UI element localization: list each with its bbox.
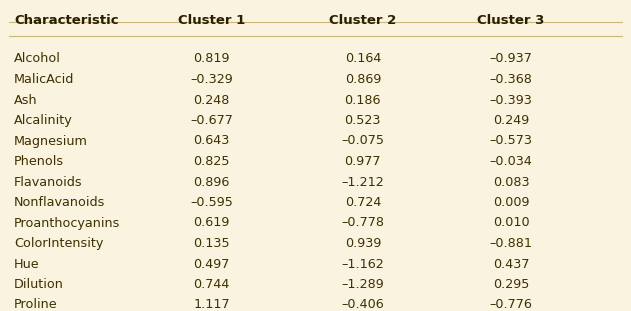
Text: –0.776: –0.776: [490, 299, 533, 311]
Text: 0.009: 0.009: [493, 196, 529, 209]
Text: Dilution: Dilution: [14, 278, 64, 291]
Text: –1.289: –1.289: [341, 278, 384, 291]
Text: 0.135: 0.135: [193, 237, 230, 250]
Text: 0.248: 0.248: [193, 94, 230, 106]
Text: 0.939: 0.939: [345, 237, 381, 250]
Text: Alcalinity: Alcalinity: [14, 114, 73, 127]
Text: 0.295: 0.295: [493, 278, 529, 291]
Text: Magnesium: Magnesium: [14, 134, 88, 147]
Text: –0.573: –0.573: [490, 134, 533, 147]
Text: Alcohol: Alcohol: [14, 53, 61, 66]
Text: –0.406: –0.406: [341, 299, 384, 311]
Text: MalicAcid: MalicAcid: [14, 73, 74, 86]
Text: 1.117: 1.117: [193, 299, 230, 311]
Text: Hue: Hue: [14, 258, 40, 271]
Text: 0.896: 0.896: [193, 175, 230, 188]
Text: –0.368: –0.368: [490, 73, 533, 86]
Text: 0.010: 0.010: [493, 216, 529, 230]
Text: 0.744: 0.744: [193, 278, 230, 291]
Text: –0.778: –0.778: [341, 216, 384, 230]
Text: –0.595: –0.595: [190, 196, 233, 209]
Text: Proanthocyanins: Proanthocyanins: [14, 216, 121, 230]
Text: Characteristic: Characteristic: [14, 15, 119, 27]
Text: –0.677: –0.677: [190, 114, 233, 127]
Text: 0.164: 0.164: [345, 53, 381, 66]
Text: 0.724: 0.724: [345, 196, 381, 209]
Text: 0.186: 0.186: [345, 94, 381, 106]
Text: 0.825: 0.825: [193, 155, 230, 168]
Text: Proline: Proline: [14, 299, 57, 311]
Text: 0.497: 0.497: [193, 258, 230, 271]
Text: Cluster 3: Cluster 3: [478, 15, 545, 27]
Text: 0.249: 0.249: [493, 114, 529, 127]
Text: 0.977: 0.977: [345, 155, 381, 168]
Text: –1.212: –1.212: [341, 175, 384, 188]
Text: Flavanoids: Flavanoids: [14, 175, 83, 188]
Text: Ash: Ash: [14, 94, 37, 106]
Text: 0.819: 0.819: [193, 53, 230, 66]
Text: ColorIntensity: ColorIntensity: [14, 237, 103, 250]
Text: Nonflavanoids: Nonflavanoids: [14, 196, 105, 209]
Text: –0.393: –0.393: [490, 94, 533, 106]
Text: 0.869: 0.869: [345, 73, 381, 86]
Text: –0.034: –0.034: [490, 155, 533, 168]
Text: Cluster 2: Cluster 2: [329, 15, 396, 27]
Text: –0.329: –0.329: [190, 73, 233, 86]
Text: 0.523: 0.523: [345, 114, 381, 127]
Text: 0.437: 0.437: [493, 258, 529, 271]
Text: –0.937: –0.937: [490, 53, 533, 66]
Text: Phenols: Phenols: [14, 155, 64, 168]
Text: 0.083: 0.083: [493, 175, 529, 188]
Text: 0.643: 0.643: [193, 134, 230, 147]
Text: Cluster 1: Cluster 1: [178, 15, 245, 27]
Text: –0.075: –0.075: [341, 134, 384, 147]
Text: –0.881: –0.881: [490, 237, 533, 250]
Text: 0.619: 0.619: [193, 216, 230, 230]
Text: –1.162: –1.162: [341, 258, 384, 271]
